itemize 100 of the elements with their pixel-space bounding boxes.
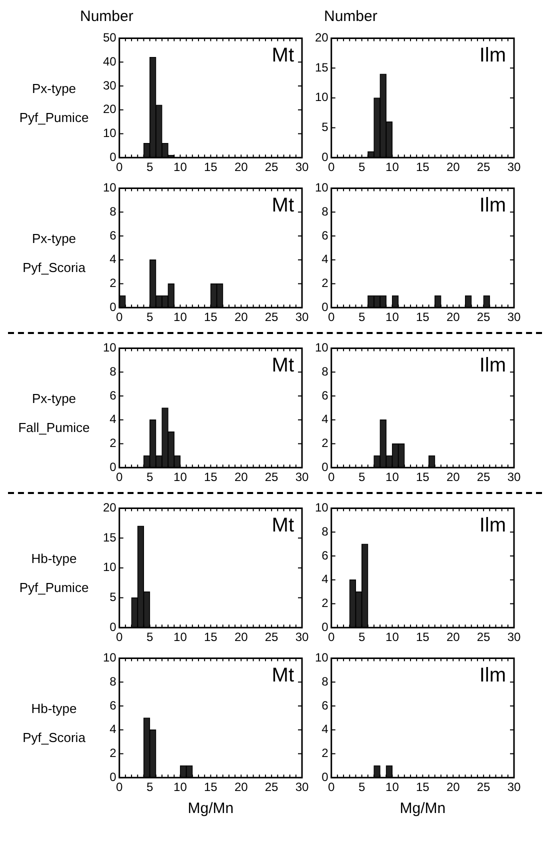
y-tick-label: 8: [110, 674, 117, 688]
y-tick-label: 0: [110, 770, 117, 784]
x-tick-label: 25: [264, 160, 279, 174]
y-tick-label: 2: [322, 596, 329, 610]
x-tick-label: 30: [295, 630, 309, 644]
y-tick-label: 0: [110, 620, 117, 634]
y-tick-label: 10: [314, 90, 329, 104]
x-tick-label: 25: [476, 310, 491, 324]
y-tick-label: 6: [322, 548, 329, 562]
chart-title: Mt: [272, 194, 294, 217]
y-tick-label: 5: [110, 590, 117, 604]
y-tick-label: 20: [102, 500, 117, 515]
text: Px-type: [30, 231, 78, 246]
x-tick-label: 30: [295, 470, 309, 484]
x-tick-label: 5: [358, 780, 366, 794]
y-tick-label: 8: [110, 204, 117, 218]
y-tick-label: 4: [110, 412, 117, 426]
y-tick-label: 0: [110, 150, 117, 164]
x-tick-label: 10: [386, 630, 400, 644]
x-tick-label: 5: [146, 470, 154, 484]
y-tick-label: 0: [322, 460, 329, 474]
y-tick-label: 4: [322, 572, 329, 586]
x-tick-label: 15: [416, 780, 430, 794]
x-tick-label: 15: [204, 630, 218, 644]
y-tick-label: 4: [322, 252, 329, 266]
x-tick-label: 15: [204, 310, 218, 324]
text: Px-type: [30, 81, 78, 96]
y-tick-label: 0: [322, 770, 329, 784]
x-tick-label: 20: [446, 780, 460, 794]
chart-title: Ilm: [479, 194, 506, 217]
text: Px-type: [30, 391, 78, 406]
x-tick-label: 15: [416, 630, 430, 644]
x-tick-label: 30: [507, 160, 521, 174]
y-tick-label: 6: [110, 388, 117, 402]
x-tick-label: 30: [507, 630, 521, 644]
x-tick-label: 20: [446, 630, 460, 644]
x-tick-label: 10: [386, 780, 400, 794]
x-tick-label: 5: [358, 470, 366, 484]
x-tick-label: 20: [234, 310, 248, 324]
x-tick-label: 20: [446, 160, 460, 174]
y-tick-label: 8: [322, 204, 329, 218]
y-tick-label: 2: [322, 276, 329, 290]
y-tick-label: 10: [314, 500, 329, 515]
chart-title: Mt: [272, 354, 294, 377]
y-tick-label: 8: [322, 364, 329, 378]
x-tick-label: 5: [146, 310, 154, 324]
y-tick-label: 8: [322, 524, 329, 538]
chart-title: Mt: [272, 514, 294, 537]
y-tick-label: 0: [322, 150, 329, 164]
y-tick-label: 10: [314, 650, 329, 665]
y-tick-label: 40: [102, 54, 117, 68]
text: Pyf_Scoria: [22, 730, 86, 745]
y-tick-label: 2: [110, 276, 117, 290]
x-tick-label: 10: [174, 780, 188, 794]
y-tick-label: 10: [102, 560, 117, 574]
x-tick-label: 15: [416, 470, 430, 484]
y-tick-label: 0: [110, 460, 117, 474]
x-tick-label: 30: [295, 310, 309, 324]
x-tick-label: 30: [295, 160, 309, 174]
chart-title: Ilm: [479, 44, 506, 67]
x-tick-label: 10: [174, 470, 188, 484]
x-tick-label: 5: [146, 780, 154, 794]
y-tick-label: 15: [314, 60, 329, 74]
x-tick-label: 25: [264, 780, 279, 794]
y-tick-label: 4: [322, 412, 329, 426]
y-axis-title: Number: [324, 8, 378, 25]
x-tick-label: 20: [446, 470, 460, 484]
y-tick-label: 0: [322, 300, 329, 314]
x-tick-label: 5: [358, 160, 366, 174]
x-tick-label: 30: [507, 470, 521, 484]
y-tick-label: 10: [102, 340, 117, 355]
x-tick-label: 10: [386, 470, 400, 484]
x-tick-label: 20: [234, 780, 248, 794]
y-tick-label: 2: [110, 436, 117, 450]
y-tick-label: 8: [110, 364, 117, 378]
x-tick-label: 20: [234, 160, 248, 174]
y-axis-title: Number: [80, 8, 134, 25]
chart-title: Ilm: [479, 354, 506, 377]
y-tick-label: 2: [322, 436, 329, 450]
y-tick-label: 10: [102, 650, 117, 665]
y-tick-label: 4: [110, 722, 117, 736]
chart-title: Mt: [272, 44, 294, 67]
x-tick-label: 25: [476, 160, 491, 174]
y-tick-label: 30: [102, 78, 117, 92]
text: Pyf_Pumice: [18, 110, 90, 125]
y-tick-label: 6: [322, 228, 329, 242]
y-tick-label: 2: [110, 746, 117, 760]
y-tick-label: 6: [322, 388, 329, 402]
text: Hb-type: [30, 701, 78, 716]
x-tick-label: 30: [507, 310, 521, 324]
x-tick-label: 15: [204, 780, 218, 794]
text: Pyf_Pumice: [18, 580, 90, 595]
y-tick-label: 0: [110, 300, 117, 314]
y-tick-label: 4: [110, 252, 117, 266]
x-tick-label: 5: [358, 310, 366, 324]
x-tick-label: 10: [386, 160, 400, 174]
x-tick-label: 5: [358, 630, 366, 644]
x-tick-label: 10: [174, 630, 188, 644]
x-tick-label: 25: [264, 470, 279, 484]
y-tick-label: 20: [102, 102, 117, 116]
